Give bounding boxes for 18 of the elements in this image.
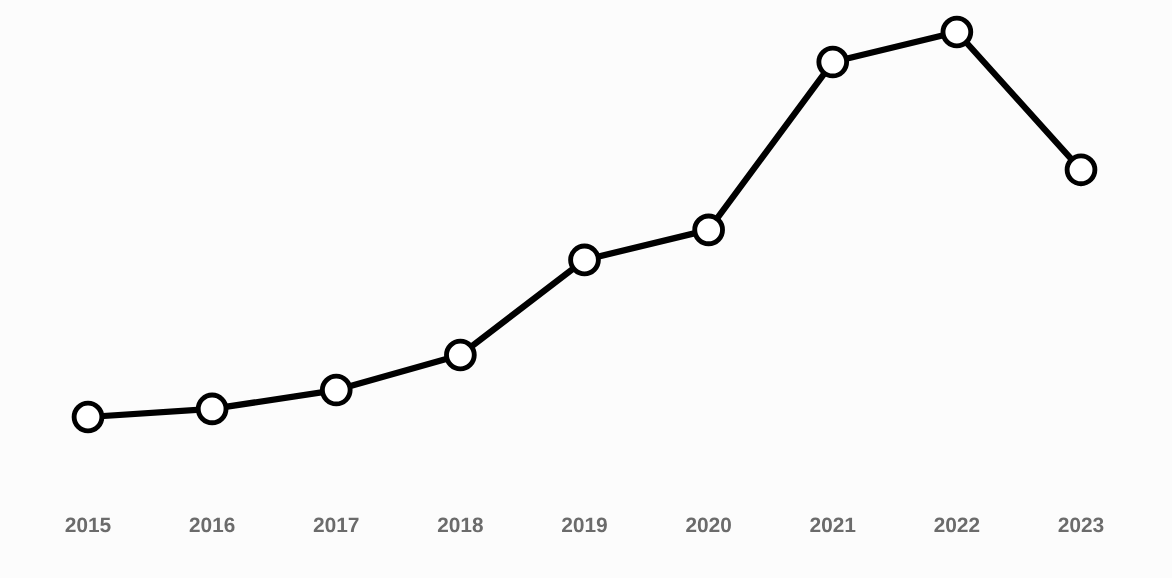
point: [940, 15, 974, 49]
x-tick-label: 2015: [65, 517, 111, 533]
x-tick-label: 2023: [1058, 517, 1104, 533]
x-tick-label: 2020: [686, 517, 731, 533]
point: [692, 213, 725, 247]
x-tick-label: 2016: [189, 517, 235, 533]
x-tick-label: 2021: [810, 517, 856, 533]
x-tick-label: 2022: [934, 517, 980, 533]
point: [816, 45, 850, 79]
point: [195, 392, 229, 426]
point: [319, 373, 353, 407]
point: [568, 243, 601, 277]
point: [444, 338, 477, 372]
point: [71, 400, 105, 434]
point: [1064, 153, 1098, 187]
x-tick-label: 2017: [313, 517, 359, 533]
x-tick-label: 2018: [437, 517, 483, 533]
x-tick-label: 2019: [562, 517, 607, 533]
